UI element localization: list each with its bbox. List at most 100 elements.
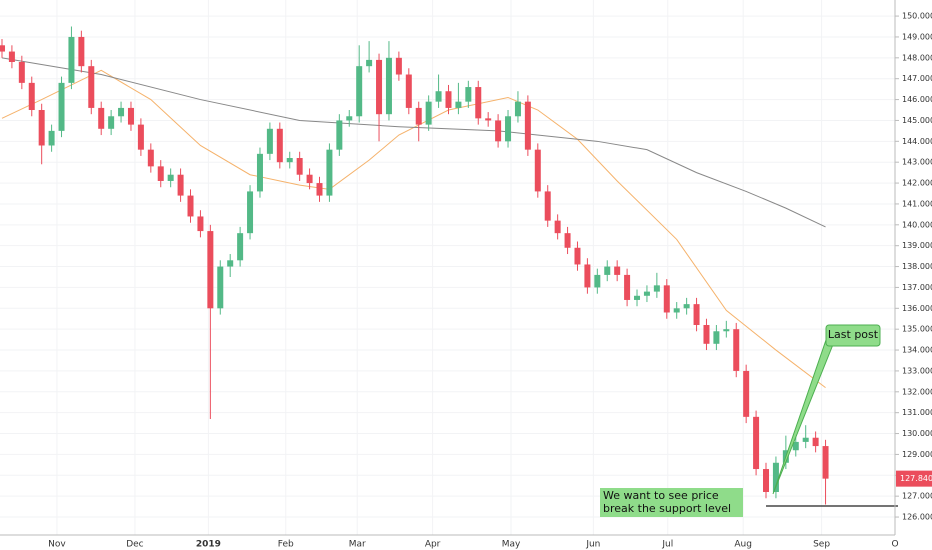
candle-body [88, 66, 95, 108]
candle-body [405, 74, 412, 108]
candle-body [336, 120, 343, 150]
y-tick-label: 149.000 [902, 32, 932, 41]
note-text: We want to see price [603, 489, 719, 502]
candle-body [673, 308, 680, 313]
candle-body [425, 101, 432, 125]
candle-body [713, 331, 720, 344]
candle-body [286, 158, 293, 163]
y-tick-label: 127.000 [902, 492, 932, 501]
candle-body [28, 82, 35, 111]
candle-body [594, 274, 601, 288]
candle-body [237, 233, 244, 261]
candle-body [643, 291, 650, 296]
candle-body [574, 247, 581, 265]
note-box [600, 488, 743, 517]
candle-body [415, 107, 422, 125]
candle-body [554, 220, 561, 234]
candle-body [812, 437, 819, 447]
y-tick-label: 133.000 [902, 366, 932, 375]
candle-body [247, 191, 254, 234]
candle-body [0, 45, 5, 52]
candle-body [78, 36, 85, 67]
y-tick-label: 137.000 [902, 283, 932, 292]
candle-body [217, 266, 224, 309]
candle-body [395, 57, 402, 75]
x-tick-label: Nov [48, 540, 66, 550]
candle-body [18, 61, 25, 83]
candle-body [495, 120, 502, 142]
candle-body [693, 304, 700, 326]
candle-body [326, 149, 333, 196]
y-tick-label: 145.000 [902, 116, 932, 125]
candle-body [653, 285, 660, 292]
candle-body [703, 325, 710, 344]
candle-body [524, 101, 531, 150]
candle-body [534, 149, 541, 192]
x-tick-label: Sep [813, 540, 830, 550]
candle-body [316, 183, 323, 196]
candle-body [445, 91, 452, 108]
candle-body [763, 469, 770, 492]
y-tick-label: 130.000 [902, 429, 932, 438]
y-tick-label: 126.000 [902, 513, 932, 522]
marks [0, 26, 898, 507]
candle-body [48, 130, 55, 146]
x-tick-label: May [502, 540, 521, 550]
price-badge [896, 470, 932, 487]
callout-box [825, 324, 881, 347]
candle-body [624, 274, 631, 300]
candle-body [663, 285, 670, 313]
y-tick-label: 131.000 [902, 408, 932, 417]
y-tick-label: 142.000 [902, 179, 932, 188]
candle-body [564, 233, 571, 248]
candle-body [356, 66, 363, 117]
candle-body [485, 118, 492, 121]
candle-body [435, 91, 442, 102]
candle-body [376, 59, 383, 115]
candle-body [753, 416, 760, 470]
candle-body [366, 59, 373, 67]
candle-body [137, 124, 144, 150]
x-tick-label: 2019 [196, 540, 221, 550]
y-tick-label: 129.000 [902, 450, 932, 459]
callout-text: Last post [828, 328, 879, 341]
candle-body [108, 116, 115, 129]
candle-body [68, 36, 75, 83]
candle-body [227, 260, 234, 267]
candle-body [147, 149, 154, 167]
x-tick-label: Jun [585, 540, 600, 550]
x-tick-label: Apr [425, 540, 441, 550]
candle-body [634, 295, 641, 300]
y-tick-label: 136.000 [902, 304, 932, 313]
candle-body [465, 87, 472, 102]
candle-body [296, 158, 303, 175]
y-tick-label: 139.000 [902, 241, 932, 250]
moving-average [1, 57, 826, 228]
x-tick-label: Mar [349, 540, 366, 550]
y-tick-label: 148.000 [902, 53, 932, 62]
candle-body [346, 116, 353, 121]
candle-body [772, 462, 779, 492]
candle-body [177, 174, 184, 196]
y-tick-label: 146.000 [902, 95, 932, 104]
candle-body [455, 101, 462, 108]
candle-body [733, 329, 740, 371]
candle-body [792, 441, 799, 451]
candle-body [683, 304, 690, 309]
candle-body [743, 370, 750, 417]
note-text: break the support level [603, 502, 731, 515]
y-tick-label: 144.000 [902, 137, 932, 146]
x-tick-label: Jul [661, 540, 673, 550]
x-tick-label: Feb [278, 540, 294, 550]
candle-body [514, 101, 521, 117]
y-tick-label: 132.000 [902, 387, 932, 396]
candle-body [475, 87, 482, 119]
candle-body [58, 82, 65, 131]
price-label: 127.840 [900, 474, 932, 483]
candle-body [197, 216, 204, 232]
y-tick-label: 138.000 [902, 262, 932, 271]
candle-body [207, 231, 214, 309]
x-tick-label: O [891, 540, 898, 550]
candle-body [385, 57, 392, 115]
